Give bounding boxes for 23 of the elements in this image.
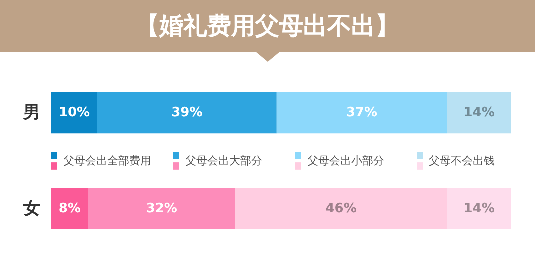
bar xyxy=(52,188,88,230)
legend-label: 父母会出小部分 xyxy=(307,154,384,168)
bar xyxy=(276,92,448,134)
bar xyxy=(447,92,512,134)
data-label: 32% xyxy=(146,201,178,216)
legend-label: 父母会出全部费用 xyxy=(63,154,152,168)
data-label: 39% xyxy=(172,106,203,121)
bar xyxy=(447,188,512,230)
data-label: 14% xyxy=(464,106,495,121)
data-label: 10% xyxy=(58,106,90,121)
data-label: 46% xyxy=(326,201,357,216)
y-tick-label: 女 xyxy=(22,198,40,219)
data-label: 14% xyxy=(464,201,495,216)
bar xyxy=(52,92,98,134)
legend-label: 父母会出大部分 xyxy=(185,154,262,168)
bar xyxy=(236,188,448,230)
data-label: 37% xyxy=(346,106,378,121)
legend-label: 父母不会出钱 xyxy=(429,154,496,168)
bar xyxy=(98,92,277,134)
chart-title: 【婚礼费用父母出不出】 xyxy=(0,0,535,52)
y-tick-label: 男 xyxy=(22,103,40,124)
data-label: 8% xyxy=(58,201,81,216)
bar xyxy=(88,188,236,230)
